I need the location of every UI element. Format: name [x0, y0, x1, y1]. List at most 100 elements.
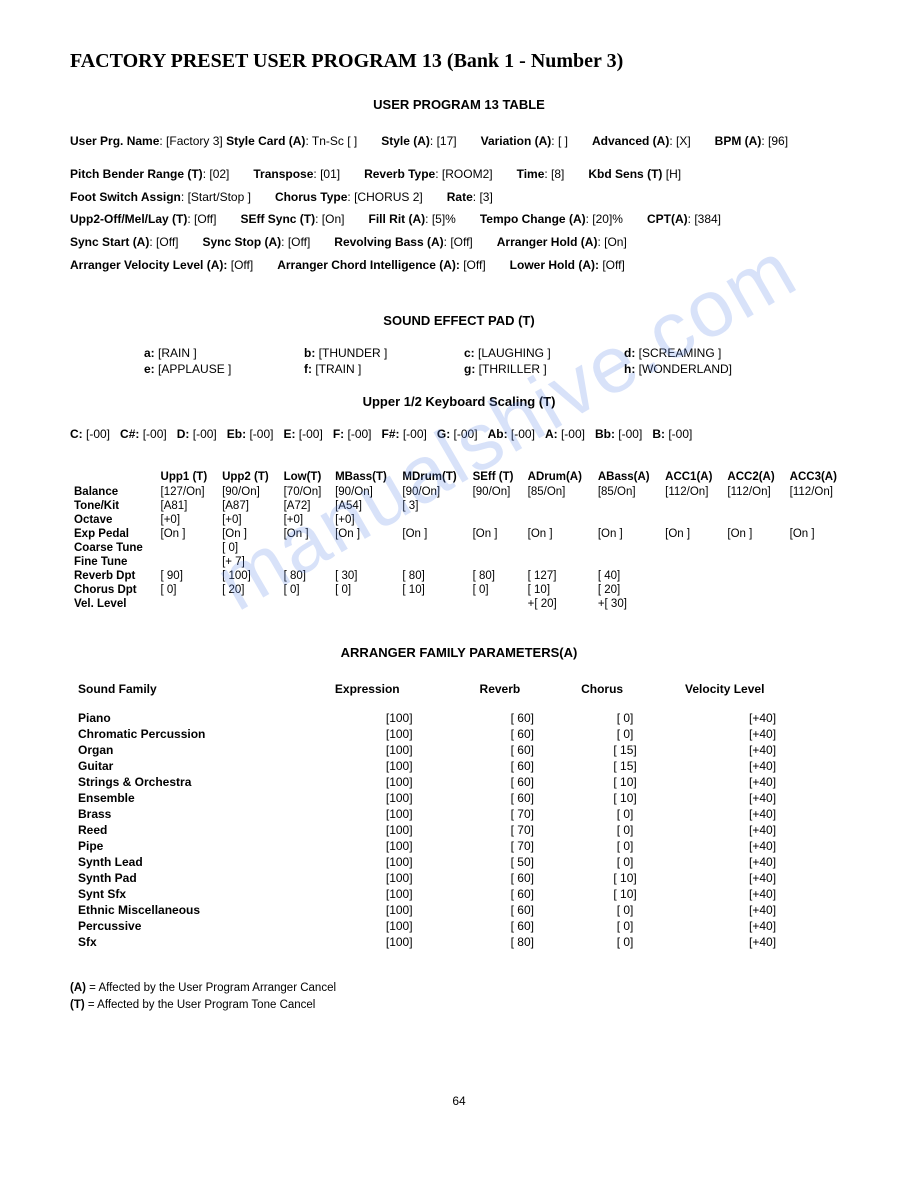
arranger-cell: [ 60]	[472, 790, 574, 806]
tone-cell: [90/On]	[398, 485, 468, 499]
tone-row: Octave[+0][+0][+0][+0]	[70, 513, 848, 527]
tone-row-label: Vel. Level	[70, 597, 157, 611]
tone-cell	[157, 597, 219, 611]
arranger-title: ARRANGER FAMILY PARAMETERS(A)	[70, 645, 848, 660]
arranger-row: Piano[100][ 60][ 0][+40]	[70, 710, 848, 726]
sfx-pad: c: [LAUGHING ]	[464, 346, 614, 360]
v-fill-rit: [5]%	[432, 212, 456, 226]
arranger-cell: [ 0]	[573, 806, 677, 822]
tone-cell: [ 0]	[331, 583, 398, 597]
tone-cell: [90/On]	[469, 485, 524, 499]
tone-cell	[786, 541, 848, 555]
arranger-cell: [ 60]	[472, 726, 574, 742]
tone-cell	[661, 583, 723, 597]
arranger-cell: [100]	[327, 870, 472, 886]
tone-cell: [On ]	[280, 527, 331, 541]
tone-cell: [112/On]	[661, 485, 723, 499]
tone-cell	[157, 541, 219, 555]
scaling-note: C: [-00]	[70, 427, 110, 441]
arranger-family-name: Brass	[70, 806, 327, 822]
arranger-cell: [ 60]	[472, 758, 574, 774]
tone-col-header: ACC1(A)	[661, 469, 723, 485]
sfx-pad: h: [WONDERLAND]	[624, 362, 774, 376]
v-upp2: [Off]	[194, 212, 216, 226]
arranger-cell: [+40]	[677, 806, 848, 822]
tone-row: Fine Tune[+ 7]	[70, 555, 848, 569]
arranger-row: Organ[100][ 60][ 15][+40]	[70, 742, 848, 758]
arranger-cell: [ 60]	[472, 710, 574, 726]
arranger-family-name: Ensemble	[70, 790, 327, 806]
arranger-family-name: Synth Lead	[70, 854, 327, 870]
tone-row: Chorus Dpt[ 0][ 20][ 0][ 0][ 10][ 0][ 10…	[70, 583, 848, 597]
tone-cell: [On ]	[594, 527, 661, 541]
arranger-cell: [ 60]	[472, 886, 574, 902]
tone-cell	[594, 499, 661, 513]
tone-cell: [ 127]	[524, 569, 594, 583]
tone-cell: [ 3]	[398, 499, 468, 513]
tone-cell	[786, 597, 848, 611]
tone-cell: [ 40]	[594, 569, 661, 583]
arranger-cell: [ 15]	[573, 758, 677, 774]
tone-cell: [On ]	[524, 527, 594, 541]
arranger-cell: [ 0]	[573, 934, 677, 950]
arranger-cell: [+40]	[677, 870, 848, 886]
scaling-note: Bb: [-00]	[595, 427, 642, 441]
arranger-col-header: Reverb	[472, 678, 574, 710]
sfx-pad: f: [TRAIN ]	[304, 362, 454, 376]
tone-cell	[786, 569, 848, 583]
tone-col-header: MBass(T)	[331, 469, 398, 485]
tone-cell	[723, 555, 785, 569]
tone-cell: [+ 7]	[218, 555, 280, 569]
arranger-family-name: Sfx	[70, 934, 327, 950]
tone-col-header: Low(T)	[280, 469, 331, 485]
tone-cell	[661, 513, 723, 527]
v-rate: [3]	[479, 190, 492, 204]
tone-cell: [90/On]	[218, 485, 280, 499]
page-number: 64	[70, 1094, 848, 1108]
arranger-col-header: Sound Family	[70, 678, 327, 710]
v-transpose: [01]	[320, 167, 340, 181]
tone-cell: [+0]	[218, 513, 280, 527]
tone-cell: [On ]	[786, 527, 848, 541]
arranger-cell: [100]	[327, 742, 472, 758]
arranger-cell: [100]	[327, 854, 472, 870]
tone-cell	[524, 555, 594, 569]
tone-cell: [127/On]	[157, 485, 219, 499]
arranger-family-name: Pipe	[70, 838, 327, 854]
tone-cell: [On ]	[157, 527, 219, 541]
tone-cell	[398, 513, 468, 527]
tone-row-label: Chorus Dpt	[70, 583, 157, 597]
tone-cell: [On ]	[398, 527, 468, 541]
arranger-family-name: Chromatic Percussion	[70, 726, 327, 742]
v-style-card: Tn-Sc [ ]	[312, 134, 357, 148]
arranger-cell: [+40]	[677, 726, 848, 742]
tone-row-label: Reverb Dpt	[70, 569, 157, 583]
arranger-cell: [ 0]	[573, 710, 677, 726]
tone-cell: [ 10]	[524, 583, 594, 597]
legend-t-text: Affected by the User Program Tone Cancel	[97, 999, 315, 1011]
arranger-cell: [ 0]	[573, 918, 677, 934]
arranger-family-name: Piano	[70, 710, 327, 726]
tone-cell: [112/On]	[786, 485, 848, 499]
v-cpt: [384]	[694, 212, 721, 226]
tone-cell	[398, 541, 468, 555]
arranger-family-name: Synth Pad	[70, 870, 327, 886]
tone-cell	[398, 597, 468, 611]
tone-row-label: Coarse Tune	[70, 541, 157, 555]
tone-cell: [ 90]	[157, 569, 219, 583]
v-sync-stop: [Off]	[288, 235, 310, 249]
arranger-cell: [+40]	[677, 886, 848, 902]
legend: (A) = Affected by the User Program Arran…	[70, 980, 848, 1015]
arranger-cell: [100]	[327, 902, 472, 918]
tone-cell: [A72]	[280, 499, 331, 513]
tone-row-label: Tone/Kit	[70, 499, 157, 513]
arranger-family-name: Guitar	[70, 758, 327, 774]
v-arranger-hold: [On]	[604, 235, 627, 249]
arranger-cell: [+40]	[677, 918, 848, 934]
tone-row: Vel. Level+[ 20]+[ 30]	[70, 597, 848, 611]
arranger-family-name: Strings & Orchestra	[70, 774, 327, 790]
tone-cell	[280, 555, 331, 569]
v-chorus-type: [CHORUS 2]	[354, 190, 423, 204]
arranger-cell: [ 15]	[573, 742, 677, 758]
arranger-row: Synth Lead[100][ 50][ 0][+40]	[70, 854, 848, 870]
